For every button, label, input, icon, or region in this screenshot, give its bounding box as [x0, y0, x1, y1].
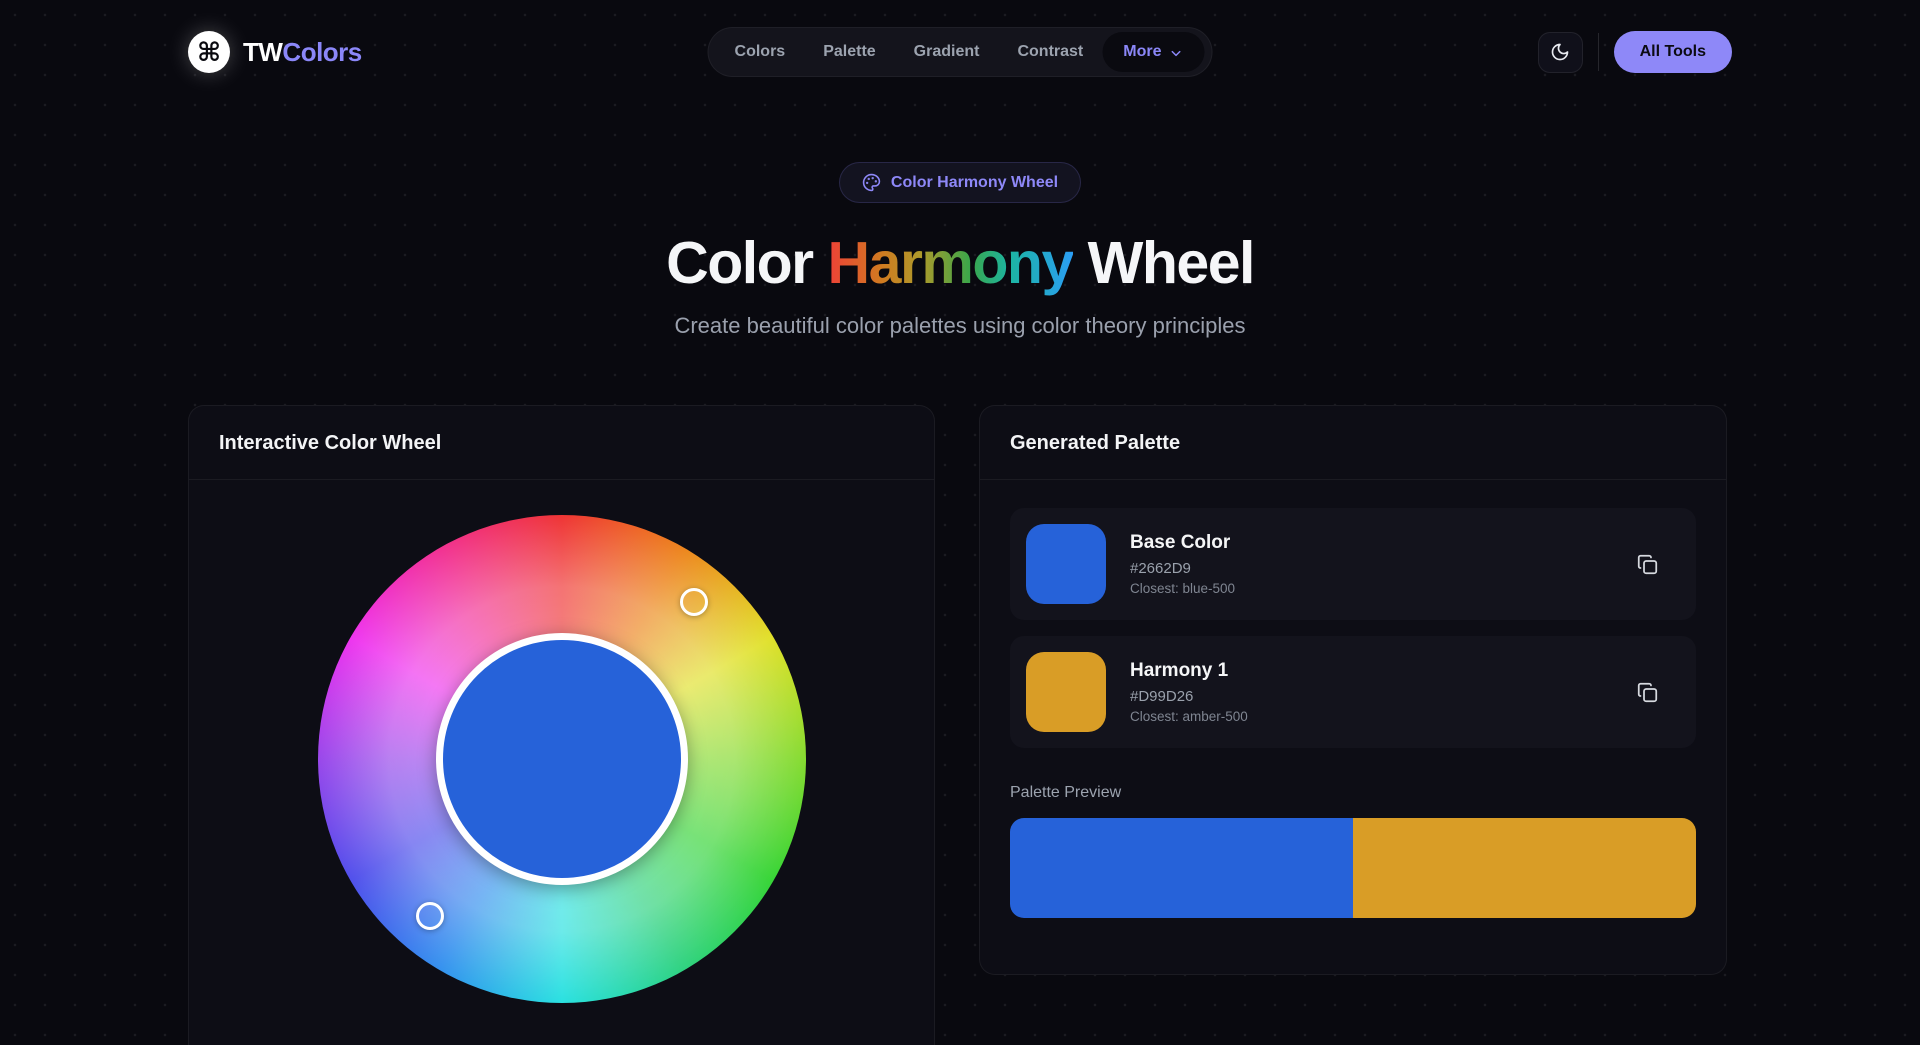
page-title-gradient: Harmony	[827, 230, 1075, 296]
base-color-swatch[interactable]	[1026, 524, 1106, 604]
palette-preview-label: Palette Preview	[1010, 784, 1122, 801]
command-icon: ⌘	[188, 31, 230, 73]
nav-item-more-label: More	[1123, 43, 1162, 60]
color-wheel-card-header: Interactive Color Wheel	[189, 406, 934, 480]
wheel-center-swatch	[435, 633, 688, 885]
palette-preview-bar	[1010, 818, 1696, 918]
harmony-1-closest: Closest: amber-500	[1130, 709, 1248, 724]
color-wheel-card-title: Interactive Color Wheel	[219, 432, 442, 454]
generated-palette-card-title: Generated Palette	[1010, 432, 1181, 454]
harmony-1-info: Harmony 1 #D99D26 Closest: amber-500	[1130, 660, 1629, 724]
moon-icon	[1550, 42, 1570, 62]
base-color-hex: #2662D9	[1130, 560, 1191, 577]
base-color-handle[interactable]	[415, 902, 444, 930]
color-wheel-card: Interactive Color Wheel	[188, 405, 935, 1045]
base-color-name: Base Color	[1130, 532, 1231, 553]
theme-toggle-button[interactable]	[1537, 31, 1583, 73]
header-actions: All Tools	[1537, 31, 1732, 73]
logo-brand-first: TW	[243, 36, 283, 67]
harmony-color-handle[interactable]	[679, 588, 708, 616]
generated-palette-body: Base Color #2662D9 Closest: blue-500 Har…	[980, 480, 1726, 974]
generated-palette-card-header: Generated Palette	[980, 406, 1726, 480]
chevron-down-icon	[1168, 46, 1183, 61]
base-color-info: Base Color #2662D9 Closest: blue-500	[1130, 532, 1629, 596]
generated-palette-card: Generated Palette Base Color #2662D9 Clo…	[979, 405, 1727, 975]
base-color-row: Base Color #2662D9 Closest: blue-500	[1010, 508, 1696, 620]
harmony-1-hex: #D99D26	[1130, 688, 1194, 705]
copy-icon	[1637, 554, 1658, 575]
header-divider	[1597, 33, 1599, 71]
logo[interactable]: ⌘ TWColors	[188, 31, 362, 73]
nav-item-gradient[interactable]: Gradient	[913, 43, 980, 60]
harmony-1-swatch[interactable]	[1026, 652, 1106, 732]
color-wheel[interactable]	[317, 515, 806, 1003]
nav-item-palette[interactable]: Palette	[823, 43, 876, 60]
base-color-copy-button[interactable]	[1629, 546, 1666, 583]
all-tools-button[interactable]: All Tools	[1613, 31, 1732, 73]
content-cards: Interactive Color Wheel Generated Palett…	[188, 405, 1732, 1045]
tool-badge: Color Harmony Wheel	[838, 162, 1082, 203]
palette-icon	[862, 173, 881, 192]
main-nav: Colors Palette Gradient Contrast More	[707, 27, 1213, 77]
harmony-1-name: Harmony 1	[1130, 660, 1229, 681]
harmony-1-row: Harmony 1 #D99D26 Closest: amber-500	[1010, 636, 1696, 748]
nav-item-contrast[interactable]: Contrast	[1017, 43, 1084, 60]
page-title-post: Wheel	[1072, 230, 1256, 296]
base-color-closest: Closest: blue-500	[1130, 581, 1236, 596]
nav-item-colors[interactable]: Colors	[734, 43, 786, 60]
page-title-pre: Color	[666, 230, 828, 296]
copy-icon	[1637, 682, 1658, 703]
color-wheel-area	[189, 480, 934, 1003]
logo-brand-second: Colors	[282, 36, 362, 67]
harmony-1-copy-button[interactable]	[1629, 674, 1666, 711]
palette-preview-harmony-segment	[1353, 818, 1696, 918]
palette-preview-base-segment	[1010, 818, 1353, 918]
tool-badge-label: Color Harmony Wheel	[890, 173, 1059, 191]
page-subtitle: Create beautiful color palettes using co…	[674, 313, 1246, 338]
hero-section: Color Harmony Wheel Color Harmony Wheel …	[188, 76, 1732, 339]
logo-text: TWColors	[243, 37, 362, 68]
nav-item-more[interactable]: More	[1102, 32, 1205, 72]
header: ⌘ TWColors Colors Palette Gradient Contr…	[188, 0, 1732, 77]
page-title: Color Harmony Wheel	[188, 229, 1732, 297]
